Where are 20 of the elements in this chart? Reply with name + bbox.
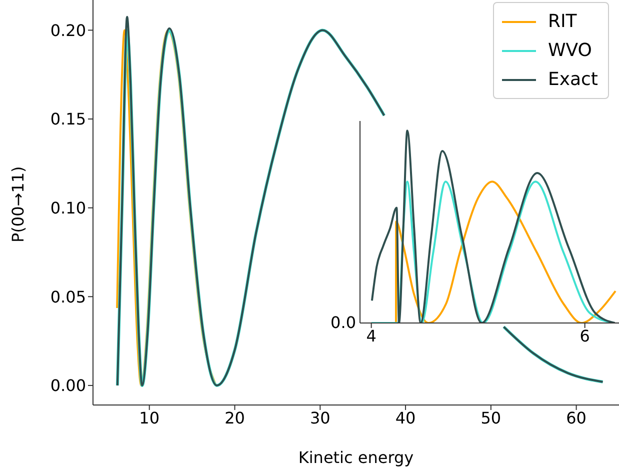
annotation: 0.0	[330, 313, 356, 333]
y-tick-label: 0.10	[50, 198, 86, 218]
x-tick-label: 4	[366, 326, 376, 346]
x-tick-label: 30	[310, 408, 330, 428]
x-tick-label: 20	[224, 408, 245, 428]
legend-label: RIT	[548, 10, 577, 34]
y-tick-label: 0.00	[50, 376, 86, 396]
x-tick-label: 40	[395, 408, 416, 428]
y-tick-label: 0.20	[50, 20, 86, 40]
y-tick-label: 0.05	[50, 287, 86, 306]
y-axis-title: P(00→11)	[8, 166, 28, 242]
x-axis-title: Kinetic energy	[298, 448, 414, 467]
x-tick-label: 50	[480, 408, 502, 428]
legend-label: WVO	[548, 39, 592, 63]
line-series	[116, 29, 217, 386]
x-tick-label: 60	[566, 408, 586, 428]
x-tick-label: 10	[139, 408, 160, 428]
x-tick-label: 6	[580, 326, 590, 346]
legend-label: Exact	[548, 68, 598, 92]
y-tick-label: 0.15	[50, 110, 86, 129]
